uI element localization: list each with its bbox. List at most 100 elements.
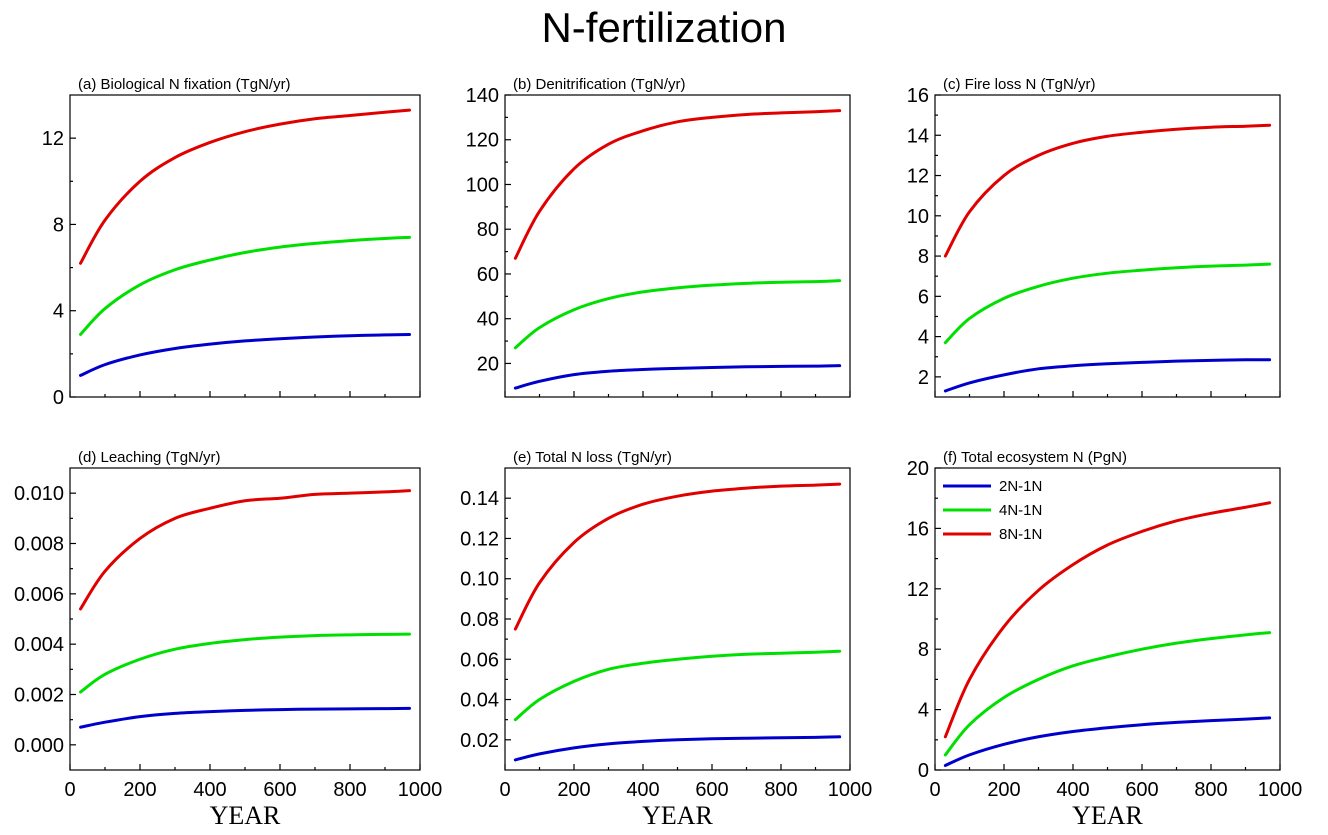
panel-title: (c) Fire loss N (TgN/yr) <box>943 76 1096 93</box>
y-tick-label: 20 <box>907 458 929 480</box>
y-tick-label: 8 <box>918 246 929 268</box>
x-axis-label: YEAR <box>1072 801 1143 830</box>
chart-panel-3: (d) Leaching (TgN/yr) 0.000 0.002 0.004 0.00… <box>14 449 442 830</box>
y-tick-label: 12 <box>42 128 64 150</box>
series-line-4N-1N <box>79 632 411 694</box>
y-tick-label: 0.06 <box>460 649 499 671</box>
x-tick-label: 1000 <box>1258 779 1303 801</box>
y-tick-label: 16 <box>907 518 929 540</box>
chart-panel-2: (c) Fire loss N (TgN/yr) 2 4 6 8 10 12 14 16 <box>907 76 1281 398</box>
y-tick-label: 16 <box>907 85 929 107</box>
series-line-8N-1N <box>79 489 411 611</box>
y-tick-label: 0.08 <box>460 609 499 631</box>
y-tick-label: 8 <box>918 639 929 661</box>
series-line-8N-1N <box>513 109 842 260</box>
panel-title: (b) Denitrification (TgN/yr) <box>513 76 686 93</box>
x-tick-label: 1000 <box>828 779 873 801</box>
y-tick-label: 0.002 <box>14 685 64 707</box>
plot-frame <box>69 94 421 398</box>
series-line-4N-1N <box>513 649 842 722</box>
series-line-4N-1N <box>943 262 1272 345</box>
x-tick-label: 800 <box>1194 779 1227 801</box>
x-tick-label: 0 <box>64 779 75 801</box>
x-axis-label: YEAR <box>210 801 281 830</box>
legend-label: 8N-1N <box>999 526 1042 543</box>
figure-title: N-fertilization <box>541 4 787 51</box>
chart-panel-0: (a) Biological N fixation (TgN/yr) 0 4 8 12 <box>42 76 421 409</box>
x-tick-label: 0 <box>499 779 510 801</box>
y-tick-label: 10 <box>907 206 929 228</box>
y-tick-label: 0 <box>918 760 929 782</box>
y-tick-label: 0.008 <box>14 534 64 556</box>
y-tick-label: 0.02 <box>460 730 499 752</box>
chart-panel-4: (e) Total N loss (TgN/yr) 0.02 0.04 0.06 0.0… <box>460 449 872 830</box>
y-tick-label: 14 <box>907 125 929 147</box>
x-tick-label: 400 <box>193 779 226 801</box>
y-tick-label: 40 <box>477 309 499 331</box>
panel-title: (a) Biological N fixation (TgN/yr) <box>78 76 291 93</box>
y-tick-label: 80 <box>477 219 499 241</box>
series-line-2N-1N <box>513 364 842 390</box>
y-tick-label: 0.010 <box>14 483 64 505</box>
x-tick-label: 600 <box>263 779 296 801</box>
panel-title: (e) Total N loss (TgN/yr) <box>513 449 672 466</box>
series-line-2N-1N <box>513 735 842 762</box>
y-tick-label: 20 <box>477 353 499 375</box>
y-tick-label: 4 <box>53 301 64 323</box>
series-line-2N-1N <box>79 332 411 377</box>
y-tick-label: 0 <box>53 387 64 409</box>
plot-frame <box>934 467 1281 771</box>
x-tick-label: 800 <box>333 779 366 801</box>
legend-label: 4N-1N <box>999 502 1042 519</box>
y-tick-label: 140 <box>466 85 499 107</box>
series-line-4N-1N <box>943 631 1272 757</box>
series-line-4N-1N <box>79 235 411 336</box>
y-tick-label: 8 <box>53 214 64 236</box>
panel-title: (d) Leaching (TgN/yr) <box>78 449 221 466</box>
plot-frame <box>504 467 851 771</box>
panel-title: (f) Total ecosystem N (PgN) <box>943 449 1127 466</box>
y-tick-label: 4 <box>918 700 929 722</box>
y-tick-label: 2 <box>918 367 929 389</box>
x-tick-label: 400 <box>626 779 659 801</box>
y-tick-label: 6 <box>918 286 929 308</box>
y-tick-label: 12 <box>907 579 929 601</box>
y-tick-label: 0.04 <box>460 690 499 712</box>
y-tick-label: 4 <box>918 327 929 349</box>
y-tick-label: 0.12 <box>460 528 499 550</box>
chart-panel-1: (b) Denitrification (TgN/yr) 20 40 60 80 100 1… <box>466 76 851 398</box>
y-tick-label: 0.10 <box>460 569 499 591</box>
series-line-2N-1N <box>943 358 1272 393</box>
x-tick-label: 600 <box>695 779 728 801</box>
plot-frame <box>69 467 421 771</box>
plot-frame <box>934 94 1281 398</box>
x-tick-label: 800 <box>764 779 797 801</box>
series-line-8N-1N <box>79 108 411 265</box>
y-tick-label: 0.000 <box>14 735 64 757</box>
y-tick-label: 60 <box>477 264 499 286</box>
x-tick-label: 400 <box>1056 779 1089 801</box>
y-tick-label: 0.004 <box>14 634 64 656</box>
series-line-8N-1N <box>943 123 1272 258</box>
series-line-8N-1N <box>943 501 1272 739</box>
y-tick-label: 0.14 <box>460 488 499 510</box>
y-tick-label: 100 <box>466 174 499 196</box>
x-axis-label: YEAR <box>642 801 713 830</box>
y-tick-label: 12 <box>907 166 929 188</box>
x-tick-label: 200 <box>123 779 156 801</box>
legend-label: 2N-1N <box>999 478 1042 495</box>
x-tick-label: 600 <box>1125 779 1158 801</box>
series-line-2N-1N <box>79 706 411 729</box>
x-tick-label: 0 <box>929 779 940 801</box>
y-tick-label: 120 <box>466 130 499 152</box>
x-tick-label: 1000 <box>398 779 443 801</box>
plot-frame <box>504 94 851 398</box>
series-line-4N-1N <box>513 279 842 350</box>
y-tick-label: 0.006 <box>14 584 64 606</box>
series-line-2N-1N <box>943 716 1272 767</box>
series-line-8N-1N <box>513 482 842 631</box>
x-tick-label: 200 <box>987 779 1020 801</box>
x-tick-label: 200 <box>557 779 590 801</box>
